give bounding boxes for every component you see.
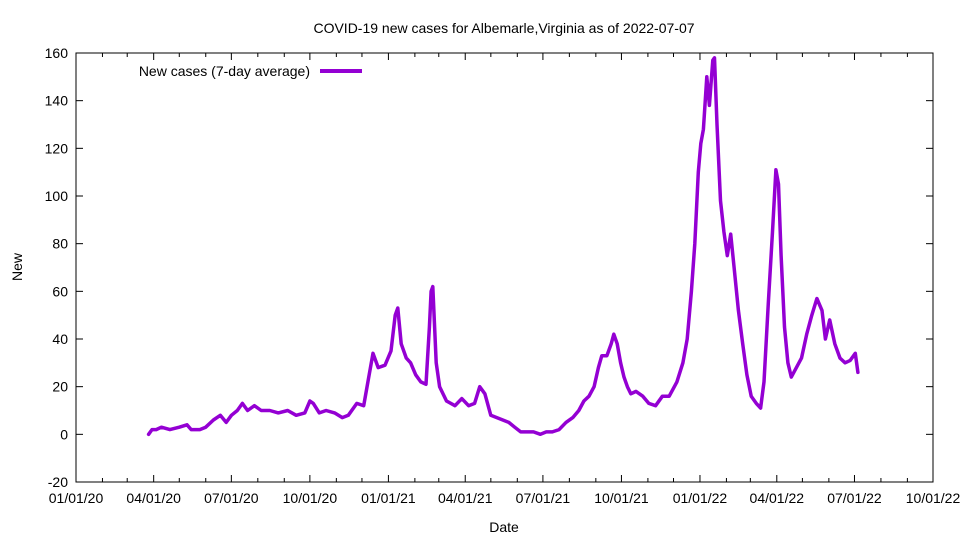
y-tick-label: 40 [52,331,68,347]
series-layer [146,56,860,437]
y-tick-label: 60 [52,283,68,299]
y-tick-label: -20 [48,474,68,490]
y-tick-label: 120 [45,140,69,156]
axis-ticks: -20 0 20 40 60 80 100 120 140 160 01/01/20 04/01/20… [45,45,960,506]
x-tick-label: 04/01/20 [126,490,181,506]
x-tick-label: 07/01/20 [204,490,259,506]
plot-frame [75,52,934,483]
y-tick-label: 100 [45,188,69,204]
x-tick-label: 10/01/20 [283,490,338,506]
y-tick-label: 20 [52,379,68,395]
y-tick-label: 0 [60,426,68,442]
legend: New cases (7-day average) [139,63,362,79]
x-tick-label: 04/01/22 [750,490,805,506]
y-tick-label: 160 [45,45,69,61]
x-tick-label: 07/01/22 [827,490,882,506]
series-line-0 [146,56,860,437]
x-tick-label: 10/01/22 [906,490,960,506]
x-tick-label: 01/01/20 [49,490,104,506]
y-tick-label: 140 [45,93,69,109]
x-tick-label: 07/01/21 [516,490,571,506]
x-tick-label: 01/01/21 [361,490,416,506]
x-axis-label: Date [489,519,519,535]
x-tick-label: 01/01/22 [673,490,728,506]
x-tick-label: 04/01/21 [438,490,493,506]
chart-title: COVID-19 new cases for Albemarle,Virgini… [313,20,694,36]
y-tick-label: 80 [52,236,68,252]
legend-label: New cases (7-day average) [139,63,310,79]
x-tick-label: 10/01/21 [594,490,649,506]
y-axis-label: New [9,252,25,281]
